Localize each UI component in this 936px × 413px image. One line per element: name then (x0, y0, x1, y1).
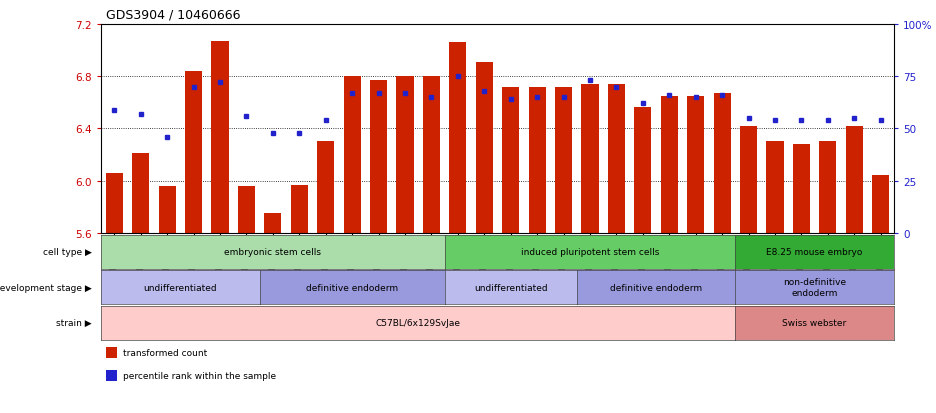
Text: percentile rank within the sample: percentile rank within the sample (123, 371, 276, 380)
Text: strain ▶: strain ▶ (56, 318, 92, 328)
Bar (264, 214, 282, 233)
Bar (661, 97, 678, 233)
Bar (423, 77, 440, 233)
Bar (317, 142, 334, 233)
Bar (555, 88, 572, 233)
Bar (740, 126, 757, 233)
Text: undifferentiated: undifferentiated (474, 283, 548, 292)
Text: GDS3904 / 10460666: GDS3904 / 10460666 (106, 9, 241, 21)
Bar (793, 145, 810, 233)
Bar (238, 186, 255, 233)
Bar (635, 108, 651, 233)
Text: C57BL/6x129SvJae: C57BL/6x129SvJae (375, 318, 461, 328)
Text: E8.25 mouse embryo: E8.25 mouse embryo (767, 247, 863, 256)
Bar (370, 81, 388, 233)
Text: development stage ▶: development stage ▶ (0, 283, 92, 292)
Bar (158, 186, 176, 233)
Bar (529, 88, 546, 233)
Bar (502, 88, 519, 233)
Bar (767, 142, 783, 233)
Bar (291, 185, 308, 233)
Bar (344, 77, 360, 233)
Text: non-definitive
endoderm: non-definitive endoderm (783, 278, 846, 297)
Bar (449, 43, 466, 233)
Bar (397, 77, 414, 233)
Bar (713, 94, 731, 233)
Bar (819, 142, 837, 233)
Bar (607, 85, 625, 233)
Text: transformed count: transformed count (123, 349, 207, 357)
Text: Swiss webster: Swiss webster (782, 318, 847, 328)
Text: definitive endoderm: definitive endoderm (610, 283, 702, 292)
Bar (106, 173, 123, 233)
Bar (845, 126, 863, 233)
Bar (581, 85, 598, 233)
Bar (212, 42, 228, 233)
Bar (687, 97, 704, 233)
Bar (872, 176, 889, 233)
Bar (475, 63, 493, 233)
Text: undifferentiated: undifferentiated (143, 283, 217, 292)
Bar (132, 154, 150, 233)
Bar (185, 72, 202, 233)
Text: induced pluripotent stem cells: induced pluripotent stem cells (520, 247, 659, 256)
Text: definitive endoderm: definitive endoderm (306, 283, 398, 292)
Text: cell type ▶: cell type ▶ (43, 247, 92, 256)
Text: embryonic stem cells: embryonic stem cells (225, 247, 321, 256)
